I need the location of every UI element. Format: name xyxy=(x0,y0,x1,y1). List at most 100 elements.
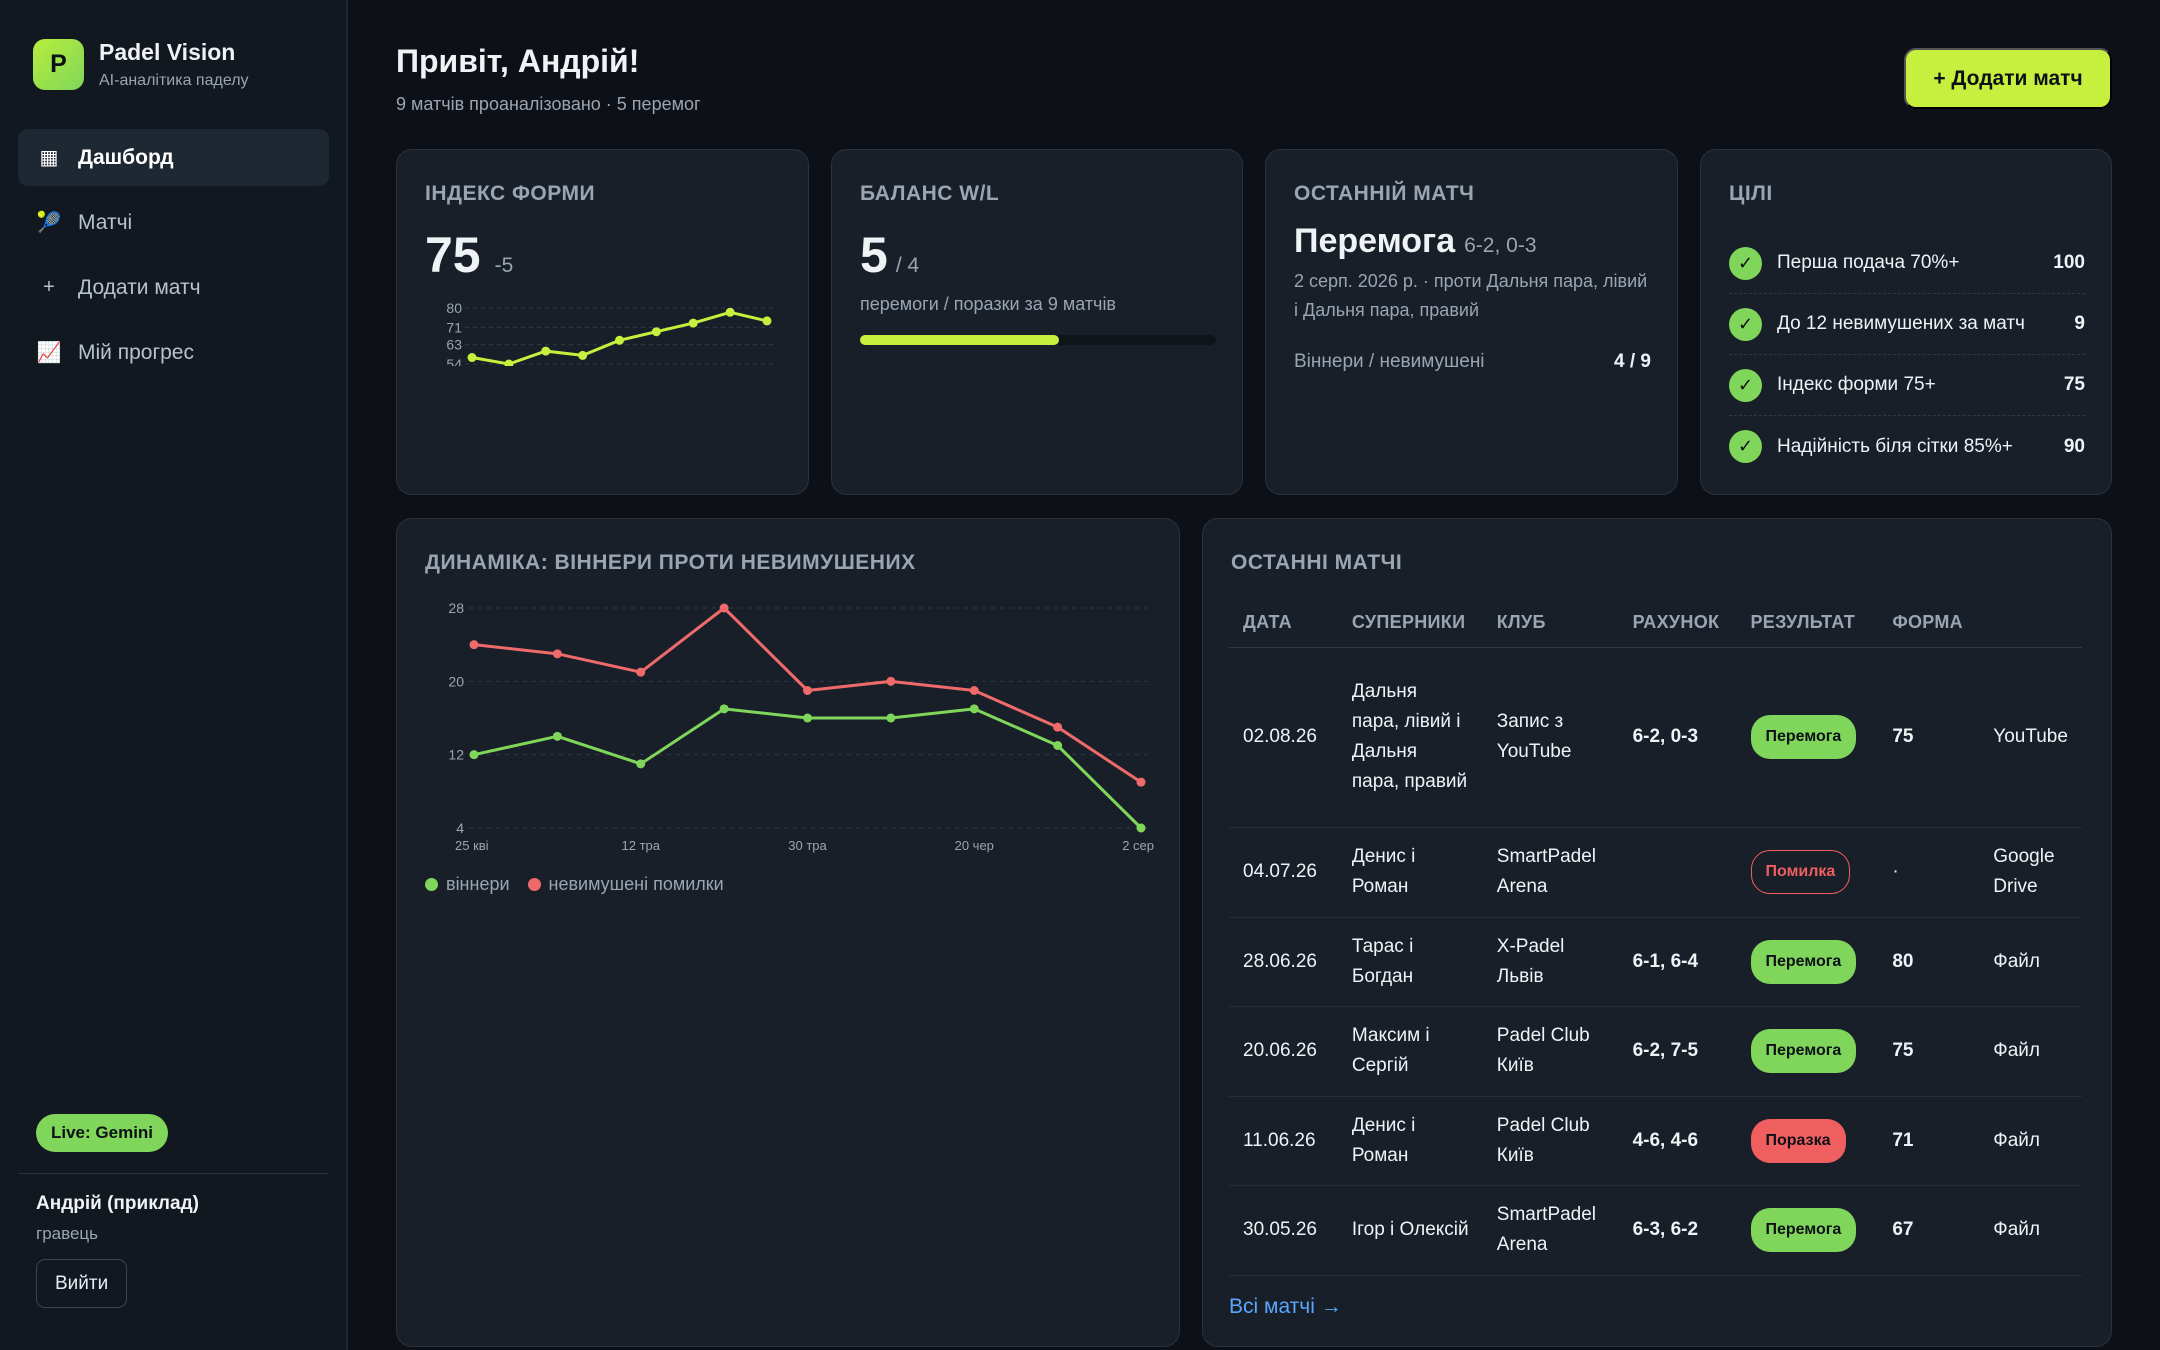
series-point xyxy=(969,704,979,714)
cell-result: Помилка xyxy=(1736,827,1879,918)
wins-value: 5 xyxy=(860,227,888,283)
table-row[interactable]: 04.07.26 Денис і Роман SmartPadel Arena … xyxy=(1229,827,2082,918)
goal-label: Перша подача 70%+ xyxy=(1777,252,1960,273)
live-badge: Live: Gemini xyxy=(36,1114,169,1152)
sidebar-item-dashboard[interactable]: ▦ Дашборд xyxy=(18,129,329,186)
cell-opponents: Максим і Сергій xyxy=(1337,1006,1483,1097)
column-header[interactable]: РАХУНОК xyxy=(1618,598,1737,648)
goal-label: Надійність біля сітки 85%+ xyxy=(1777,435,2013,457)
cell-source: YouTube xyxy=(1979,647,2082,828)
legend-errors: невимушені помилки xyxy=(527,874,724,895)
goal-item: ✓ До 12 невимушених за матч 9 xyxy=(1729,294,2085,355)
card-title: ЦІЛІ xyxy=(1729,182,1773,205)
form-index-value: 75 xyxy=(425,227,481,283)
goals-card: ЦІЛІ ✓ Перша подача 70%+ 100 ✓ До 12 нев… xyxy=(1700,149,2112,495)
win-progress-bar xyxy=(860,335,1216,345)
win-progress-fill xyxy=(860,335,1060,345)
cell-date: 30.05.26 xyxy=(1229,1185,1338,1276)
form-index-card: ІНДЕКС ФОРМИ 75 -5 80 71 63 54 xyxy=(396,149,809,495)
x-tick-label: 30 тра xyxy=(788,838,827,853)
status-badge: Перемога xyxy=(1750,1029,1857,1073)
last-match-result: Перемога xyxy=(1294,222,1456,260)
cell-club: Padel Club Київ xyxy=(1482,1006,1619,1097)
goal-item: ✓ Перша подача 70%+ 100 xyxy=(1729,233,2085,294)
last-match-description: 2 серп. 2026 р. · проти Дальня пара, лів… xyxy=(1294,271,1648,320)
add-match-button[interactable]: + Додати матч xyxy=(1904,48,2112,109)
x-tick-label: 2 сер xyxy=(1122,838,1154,853)
series-line-1 xyxy=(473,606,1142,784)
sidebar-item-matches[interactable]: 🎾 Матчі xyxy=(18,194,329,251)
cell-date: 28.06.26 xyxy=(1229,917,1338,1007)
racket-icon: 🎾 xyxy=(36,212,62,234)
cell-source: Файл xyxy=(1979,917,2082,1007)
table-row[interactable]: 02.08.26 Дальня пара, лівий і Дальня пар… xyxy=(1229,647,2082,828)
sidebar-item-add-match[interactable]: + Додати матч xyxy=(18,259,329,316)
goal-label: До 12 невимушених за матч xyxy=(1777,313,2025,334)
series-point xyxy=(886,713,896,723)
user-role: гравець xyxy=(36,1224,98,1243)
column-header[interactable]: РЕЗУЛЬТАТ xyxy=(1736,598,1879,648)
cell-source: Google Drive xyxy=(1979,827,2082,918)
balance-card: БАЛАНС W/L 5 / 4 перемоги / поразки за 9… xyxy=(831,149,1243,495)
matches-table: ДАТА СУПЕРНИКИ КЛУБ РАХУНОК РЕЗУЛЬТАТ ФО… xyxy=(1229,598,2082,1276)
last-match-score: 6-2, 0-3 xyxy=(1464,234,1537,257)
brand-name: Padel Vision xyxy=(99,39,236,65)
cell-form: 71 xyxy=(1878,1096,1980,1186)
cell-form: 80 xyxy=(1878,917,1980,1007)
logout-button[interactable]: Вийти xyxy=(36,1259,128,1308)
series-point xyxy=(886,676,896,686)
plus-icon: + xyxy=(43,276,55,298)
series-point xyxy=(469,750,479,760)
table-row[interactable]: 11.06.26 Денис і Роман Padel Club Київ 4… xyxy=(1229,1096,2082,1186)
column-header[interactable]: ФОРМА xyxy=(1878,598,1980,648)
last-match-card[interactable]: ОСТАННІЙ МАТЧ Перемога 6-2, 0-3 2 серп. … xyxy=(1265,149,1678,495)
sidebar: P Padel Vision AI-аналітика паделу ▦ Даш… xyxy=(0,0,348,1350)
series-point xyxy=(719,704,729,714)
brand-tagline: AI-аналітика паделу xyxy=(99,72,249,89)
brand[interactable]: P Padel Vision AI-аналітика паделу xyxy=(33,39,249,90)
spark-point xyxy=(688,318,698,328)
sidebar-item-progress[interactable]: 📈 Мій прогрес xyxy=(18,324,329,381)
goal-value: 90 xyxy=(2063,435,2085,457)
chart-legend: віннери невимушені помилки xyxy=(425,874,742,895)
cell-opponents: Тарас і Богдан xyxy=(1337,917,1483,1007)
spark-point xyxy=(541,346,551,356)
all-matches-link[interactable]: Всі матчі → xyxy=(1229,1295,1342,1318)
card-title: ІНДЕКС ФОРМИ xyxy=(425,182,596,205)
cell-form: · xyxy=(1878,827,1980,918)
cell-opponents: Денис і Роман xyxy=(1337,827,1483,918)
status-badge: Перемога xyxy=(1750,939,1857,984)
form-sparkline: 80 71 63 54 xyxy=(446,300,773,366)
y-tick-label: 12 xyxy=(448,747,464,763)
series-point xyxy=(636,759,646,769)
cell-form: 67 xyxy=(1878,1185,1980,1276)
cell-opponents: Дальня пара, лівий і Дальня пара, правий xyxy=(1337,647,1483,828)
series-point xyxy=(1136,777,1146,787)
spark-point xyxy=(578,350,588,360)
y-tick-label: 4 xyxy=(456,820,464,836)
cell-result: Перемога xyxy=(1736,917,1879,1007)
spark-tick-label: 63 xyxy=(446,337,462,353)
user-name: Андрій (приклад) xyxy=(36,1193,199,1214)
table-row[interactable]: 30.05.26 Ігор і Олексій SmartPadel Arena… xyxy=(1229,1185,2082,1276)
spark-tick-label: 71 xyxy=(446,319,462,335)
cell-opponents: Денис і Роман xyxy=(1337,1096,1483,1186)
cell-date: 04.07.26 xyxy=(1229,827,1338,918)
series-point xyxy=(803,713,812,723)
series-point xyxy=(469,640,479,650)
sidebar-item-label: Додати матч xyxy=(78,275,201,299)
column-header[interactable]: ДАТА xyxy=(1229,598,1338,648)
table-row[interactable]: 28.06.26 Тарас і Богдан X-Padel Львів 6-… xyxy=(1229,917,2082,1007)
cell-score: 6-1, 6-4 xyxy=(1618,917,1737,1007)
cell-score: 6-3, 6-2 xyxy=(1618,1185,1737,1276)
spark-point xyxy=(651,327,661,337)
column-header[interactable]: КЛУБ xyxy=(1482,598,1619,648)
check-icon: ✓ xyxy=(1729,430,1762,463)
column-header[interactable]: СУПЕРНИКИ xyxy=(1337,598,1483,648)
chart-title: ДИНАМІКА: ВІННЕРИ ПРОТИ НЕВИМУШЕНИХ xyxy=(425,551,916,574)
cell-club: SmartPadel Arena xyxy=(1482,827,1619,918)
goal-item: ✓ Надійність біля сітки 85%+ 90 xyxy=(1729,416,2085,477)
table-row[interactable]: 20.06.26 Максим і Сергій Padel Club Київ… xyxy=(1229,1006,2082,1097)
check-icon: ✓ xyxy=(1729,246,1762,280)
cell-result: Поразка xyxy=(1736,1096,1879,1186)
